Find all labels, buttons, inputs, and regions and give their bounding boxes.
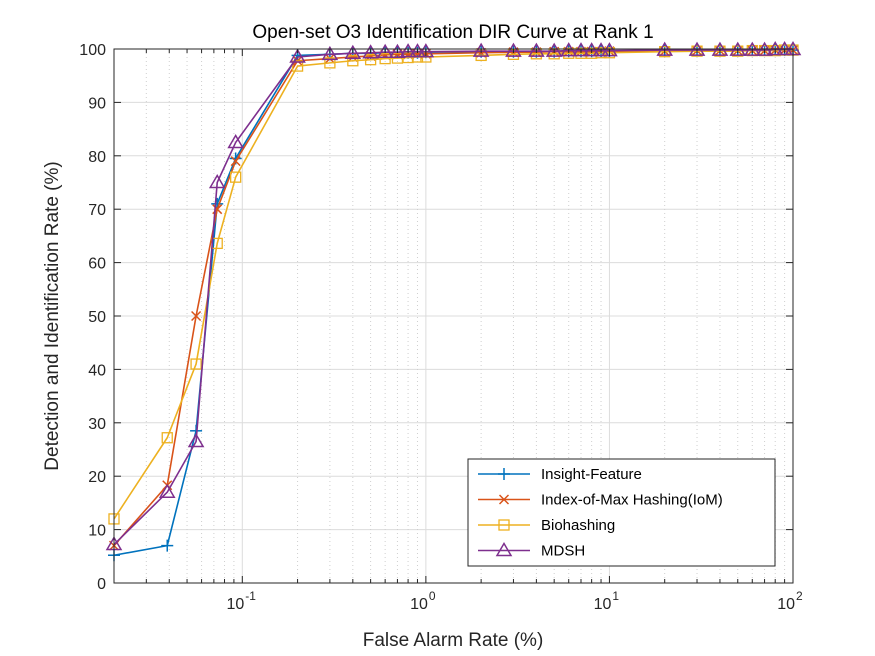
series-point bbox=[187, 433, 205, 448]
series-point bbox=[344, 44, 362, 60]
series-point bbox=[230, 171, 242, 183]
x-tick-label-base: 10 bbox=[227, 596, 245, 613]
x-tick-label-exponent: 0 bbox=[429, 589, 436, 603]
legend-marker bbox=[498, 519, 510, 531]
y-tick-label: 90 bbox=[88, 95, 106, 112]
x-tick-label-base: 10 bbox=[777, 596, 795, 613]
legend-marker bbox=[495, 542, 513, 557]
series-point bbox=[362, 44, 379, 59]
y-axis-label: Detection and Identification Rate (%) bbox=[42, 161, 63, 470]
legend-label: Index-of-Max Hashing(IoM) bbox=[541, 492, 723, 509]
x-tick-label-exponent: -1 bbox=[245, 589, 256, 603]
y-tick-label: 80 bbox=[88, 149, 106, 166]
series-point bbox=[364, 54, 377, 66]
series-point bbox=[347, 55, 359, 67]
x-tick-label: 10 2 bbox=[777, 589, 803, 613]
legend-entry: Index-of-Max Hashing(IoM) bbox=[478, 492, 723, 509]
legend-entry: Biohashing bbox=[478, 517, 615, 534]
series-point bbox=[291, 60, 304, 72]
series-point bbox=[572, 42, 590, 57]
series-point bbox=[389, 43, 406, 58]
y-tick-label: 60 bbox=[88, 256, 106, 273]
ticks bbox=[113, 48, 794, 584]
series-point bbox=[227, 133, 244, 149]
series-point bbox=[560, 42, 578, 57]
series-point bbox=[409, 43, 426, 58]
y-tick-label: 20 bbox=[88, 469, 106, 486]
y-tick-label: 70 bbox=[88, 202, 106, 219]
legend-marker bbox=[498, 468, 510, 480]
legend: Insight-Feature Index-of-Max Hashing(IoM)… bbox=[467, 458, 776, 567]
y-tick-label: 40 bbox=[88, 362, 106, 379]
x-tick-label-exponent: 2 bbox=[796, 589, 803, 603]
series-point bbox=[324, 57, 336, 69]
x-tick-label-base: 10 bbox=[594, 596, 612, 613]
legend-label: Insight-Feature bbox=[541, 466, 642, 483]
legend-marker bbox=[498, 494, 510, 505]
series-point bbox=[417, 43, 435, 58]
series-point bbox=[472, 42, 490, 57]
series-point bbox=[379, 52, 391, 65]
series-point bbox=[592, 42, 610, 57]
series-point bbox=[505, 42, 522, 57]
series-point bbox=[376, 43, 394, 58]
series-point bbox=[161, 539, 174, 552]
y-tick-label: 10 bbox=[88, 523, 106, 540]
x-tick-label-exponent: 1 bbox=[612, 589, 619, 603]
legend-label: MDSH bbox=[541, 543, 585, 560]
series-point bbox=[191, 310, 202, 322]
series-point bbox=[161, 432, 173, 444]
series-point bbox=[158, 483, 176, 498]
series-point bbox=[289, 48, 306, 63]
legend-box bbox=[467, 458, 776, 567]
x-tick-label: 10 0 bbox=[410, 589, 436, 613]
series-line bbox=[113, 48, 793, 546]
series-point bbox=[230, 156, 241, 167]
series-point bbox=[545, 42, 563, 57]
chart-title: Open-set O3 Identification DIR Curve at … bbox=[252, 22, 653, 43]
series-point bbox=[321, 45, 339, 61]
series-point bbox=[208, 174, 226, 189]
series-point bbox=[528, 42, 545, 57]
legend-label: Biohashing bbox=[541, 517, 615, 534]
x-tick-label: 10 -1 bbox=[227, 589, 257, 613]
legend-entry: Insight-Feature bbox=[478, 466, 642, 483]
legend-entry: MDSH bbox=[478, 542, 585, 560]
x-axis-label: False Alarm Rate (%) bbox=[363, 630, 544, 651]
x-tick-label-base: 10 bbox=[410, 596, 428, 613]
y-tick-label: 50 bbox=[88, 309, 106, 326]
series-point bbox=[190, 358, 202, 370]
series-point bbox=[399, 43, 417, 58]
y-tick-label: 30 bbox=[88, 416, 106, 433]
series-point bbox=[583, 42, 600, 57]
x-tick-label: 10 1 bbox=[594, 589, 620, 613]
y-tick-label: 100 bbox=[79, 42, 106, 59]
y-tick-label: 0 bbox=[97, 576, 106, 593]
